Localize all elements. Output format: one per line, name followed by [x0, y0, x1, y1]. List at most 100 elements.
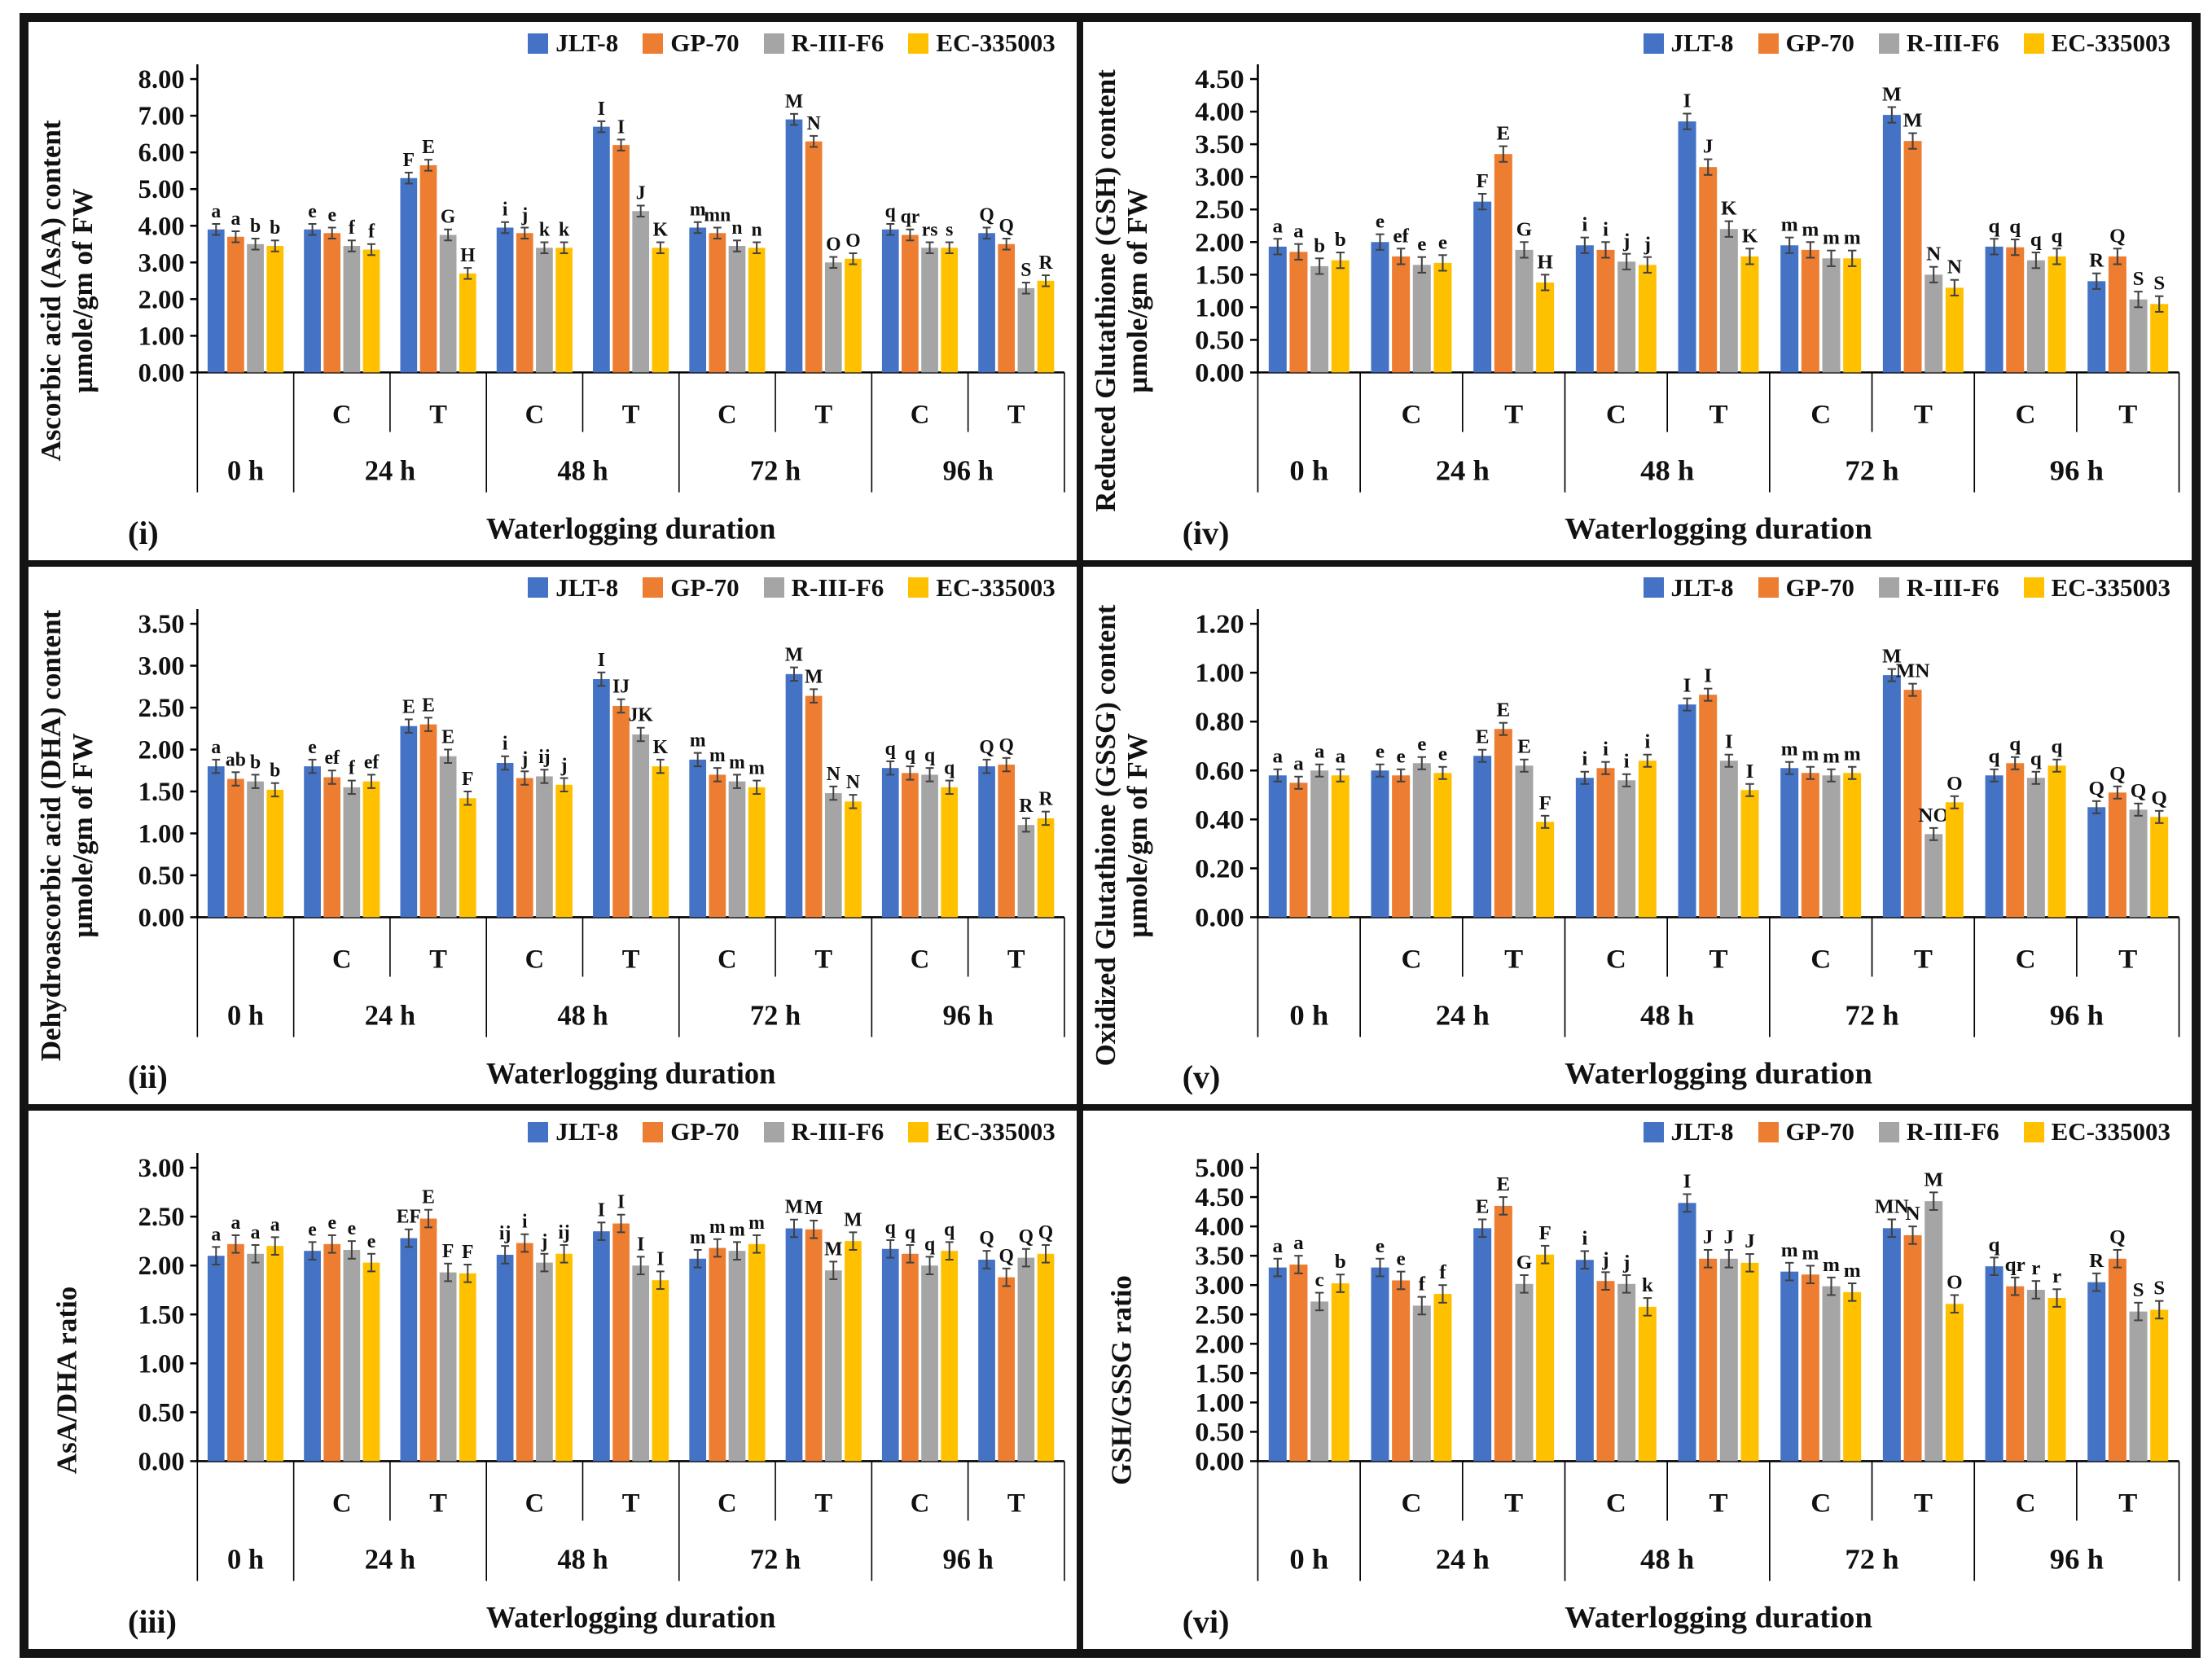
bar-GP-70-48 h C — [516, 778, 533, 918]
significance-letter: ef — [325, 748, 340, 769]
legend-item-GP-70: GP-70 — [1758, 1117, 1854, 1146]
bar-R-III-F6-48 h C — [536, 1262, 553, 1462]
bar-JLT-8-24 h C — [304, 765, 321, 918]
significance-letter: i — [522, 1212, 528, 1233]
significance-letter: m — [1843, 227, 1860, 248]
bar-EC-335003-48 h T — [652, 765, 669, 918]
significance-letter: m — [1802, 219, 1819, 240]
y-axis-title: AsA/DHA ratio — [29, 1111, 105, 1649]
y-tick-label: 1.50 — [138, 1300, 185, 1330]
significance-letter: i — [1603, 739, 1609, 760]
bar-EC-335003-24 h C — [362, 781, 380, 918]
bar-EC-335003-48 h C — [1638, 265, 1657, 373]
bar-R-III-F6-72 h C — [728, 781, 746, 918]
bar-JLT-8-96 h T — [978, 1260, 995, 1462]
subgroup-label: T — [1914, 400, 1933, 429]
bar-GP-70-24 h C — [1391, 1280, 1410, 1462]
y-tick-label: 1.00 — [1195, 1388, 1244, 1418]
bar-EC-335003-48 h T — [1740, 789, 1759, 918]
subgroup-label: T — [622, 400, 640, 429]
legend-label: GP-70 — [1785, 1117, 1854, 1146]
significance-letter: q — [2030, 230, 2042, 251]
bar-GP-70-24 h T — [419, 1218, 437, 1462]
legend-label: EC-335003 — [936, 28, 1056, 57]
bar-GP-70-72 h T — [1903, 689, 1922, 918]
y-tick-label: 0.20 — [1195, 854, 1244, 883]
duration-label: 0 h — [1289, 454, 1328, 486]
significance-letter: rs — [922, 219, 938, 240]
bar-EC-335003-72 h T — [1945, 1304, 1964, 1462]
bar-GP-70-24 h C — [1391, 256, 1410, 373]
duration-label: 24 h — [365, 454, 415, 486]
significance-letter: F — [1476, 170, 1488, 191]
significance-letter: Q — [979, 204, 994, 226]
bar-EC-335003-24 h C — [362, 249, 380, 373]
bar-GP-70-96 h T — [2108, 256, 2126, 373]
significance-letter: e — [348, 1218, 356, 1239]
bar-R-III-F6-72 h T — [824, 792, 842, 918]
y-axis-title: Reduced Glutathione (GSH) content µmole/g… — [1083, 22, 1160, 560]
x-axis-title: Waterlogging duration — [486, 511, 776, 545]
bar-JLT-8-72 h T — [785, 119, 803, 373]
y-tick-label: 1.00 — [1195, 658, 1244, 687]
duration-label: 96 h — [942, 454, 993, 486]
y-tick-label: 4.50 — [1195, 1183, 1244, 1212]
significance-letter: I — [617, 1192, 625, 1213]
duration-label: 24 h — [365, 1544, 415, 1576]
subgroup-label: C — [1401, 1488, 1421, 1518]
bar-R-III-F6-24 h T — [1515, 1284, 1534, 1462]
y-tick-label: 2.00 — [138, 735, 185, 765]
y-tick-label: 5.00 — [138, 175, 185, 204]
bar-EC-335003-24 h T — [1535, 1255, 1554, 1462]
significance-letter: E — [1475, 1196, 1489, 1217]
significance-letter: b — [270, 760, 280, 781]
significance-letter: a — [211, 736, 221, 757]
significance-letter: M — [1882, 646, 1902, 667]
significance-letter: q — [905, 1222, 916, 1243]
x-axis-title: Waterlogging duration — [1565, 512, 1872, 546]
bar-GP-70-96 h C — [2005, 1286, 2024, 1462]
bar-GP-70-24 h T — [419, 164, 437, 373]
bar-R-III-F6-72 h C — [1822, 774, 1841, 918]
significance-letter: m — [690, 199, 706, 221]
subgroup-label: T — [814, 400, 832, 429]
bar-EC-335003-0 h — [1331, 774, 1350, 918]
bar-chart: 0.000.501.001.502.002.503.003.504.004.50… — [1195, 1153, 2180, 1635]
significance-letter: E — [441, 726, 454, 748]
subgroup-label: C — [718, 945, 736, 974]
significance-letter: F — [403, 150, 415, 171]
bar-JLT-8-96 h C — [1985, 246, 2004, 373]
bar-GP-70-96 h T — [998, 764, 1016, 918]
bar-EC-335003-96 h T — [1037, 818, 1055, 918]
chart-area: JLT-8 GP-70 R-III-F6 EC-335003 0.00 0.20 0.40… — [1160, 567, 2192, 1105]
bar-EC-335003-24 h T — [459, 797, 476, 918]
significance-letter: EF — [397, 1207, 421, 1228]
bar-R-III-F6-24 h C — [343, 246, 361, 373]
bar-GP-70-72 h T — [805, 141, 823, 373]
bar-GP-70-24 h T — [1494, 728, 1512, 918]
significance-letter: I — [637, 1234, 644, 1256]
legend-item-EC-335003: EC-335003 — [2023, 1117, 2170, 1146]
significance-letter: m — [709, 745, 726, 766]
bar-GP-70-0 h — [227, 778, 244, 918]
significance-letter: I — [1683, 675, 1691, 696]
significance-letter: f — [349, 217, 356, 239]
legend-swatch-icon — [1758, 33, 1779, 54]
bar-EC-335003-96 h C — [941, 787, 959, 918]
significance-letter: a — [1293, 221, 1304, 242]
significance-letter: k — [539, 219, 551, 240]
bar-GP-70-48 h T — [612, 145, 630, 373]
significance-letter: j — [540, 1231, 547, 1252]
significance-letter: f — [368, 221, 375, 243]
subgroup-label: C — [1810, 945, 1831, 974]
duration-label: 48 h — [1640, 999, 1694, 1031]
legend-item-GP-70: GP-70 — [1758, 573, 1854, 603]
y-tick-label: 1.50 — [1195, 261, 1244, 290]
y-tick-label: 1.50 — [1195, 1359, 1244, 1388]
y-tick-label: 0.50 — [1195, 326, 1244, 355]
bar-R-III-F6-24 h T — [1515, 765, 1534, 918]
bar-R-III-F6-0 h — [1310, 265, 1328, 373]
significance-letter: Q — [998, 1246, 1013, 1267]
bar-JLT-8-72 h T — [1882, 1228, 1901, 1462]
significance-letter: f — [1418, 1274, 1425, 1295]
